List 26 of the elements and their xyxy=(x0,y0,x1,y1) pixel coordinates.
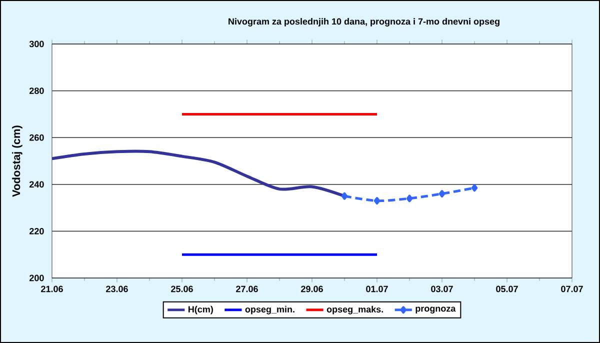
legend-label: prognoza xyxy=(416,306,456,314)
y-tick-label: 280 xyxy=(29,88,44,94)
x-tick-label: 23.06 xyxy=(106,286,128,292)
y-tick-label: 300 xyxy=(29,40,44,48)
y-axis-title: Vodostaj (cm) xyxy=(12,126,22,197)
y-tick-label: 200 xyxy=(29,274,44,282)
legend-label: H(cm) xyxy=(188,306,213,314)
chart-title: Nivogram za poslednjih 10 dana, prognoza i 7-mo dnevni opseg xyxy=(228,18,500,26)
x-tick-label: 03.07 xyxy=(431,286,453,292)
legend-label: opseg_maks. xyxy=(326,306,383,314)
x-tick-label: 05.07 xyxy=(496,286,518,292)
x-tick-label: 01.07 xyxy=(366,286,388,292)
x-tick-label: 25.06 xyxy=(171,286,193,292)
point xyxy=(341,192,348,200)
x-tick-label: 27.06 xyxy=(236,286,258,292)
legend-label: opseg_min. xyxy=(245,306,294,314)
y-tick-label: 220 xyxy=(29,228,44,234)
point xyxy=(471,184,478,192)
x-tick-label: 07.07 xyxy=(561,286,583,292)
x-tick-label: 29.06 xyxy=(301,286,323,292)
point xyxy=(374,197,380,205)
y-tick-label: 260 xyxy=(29,134,44,141)
y-tick-label: 240 xyxy=(29,181,44,188)
point xyxy=(406,194,413,202)
point xyxy=(438,190,446,198)
x-tick-label: 21.06 xyxy=(41,286,63,292)
